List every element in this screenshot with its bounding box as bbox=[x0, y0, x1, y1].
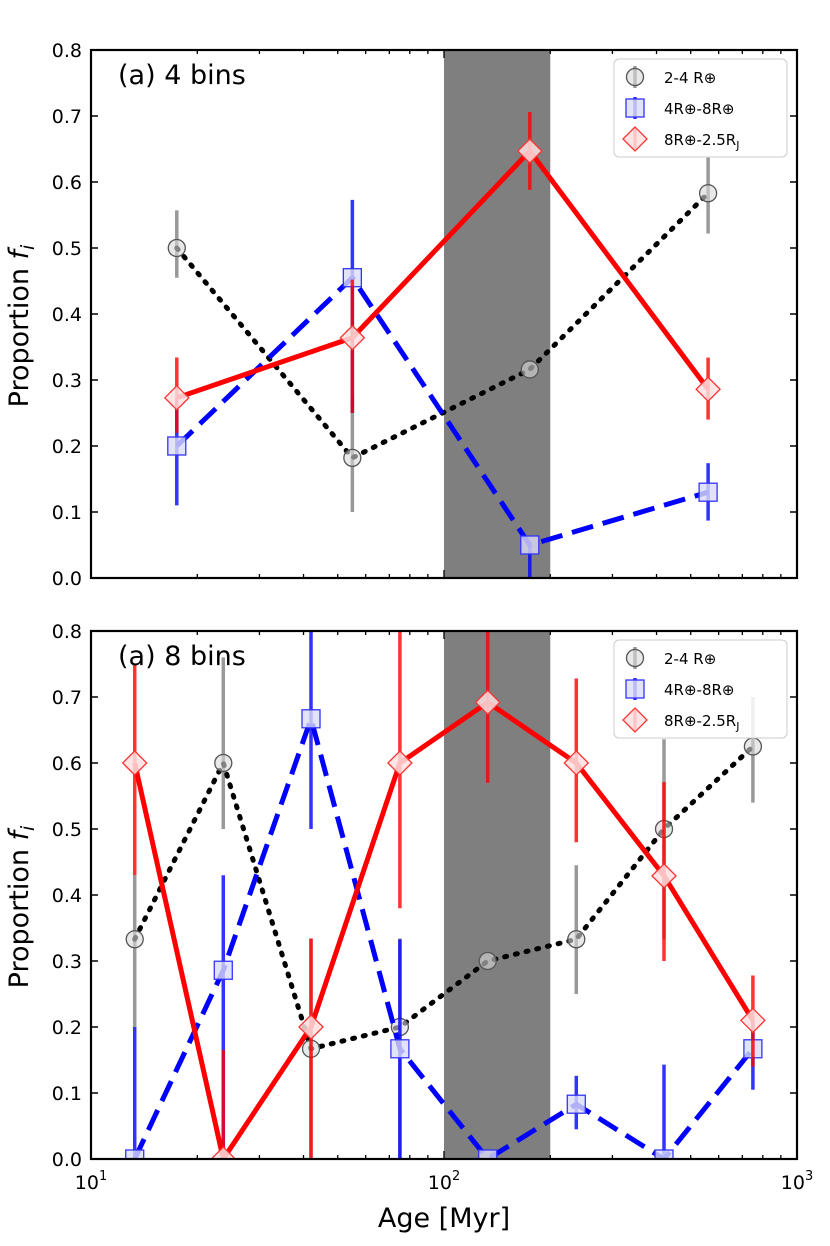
legend-label: 2-4 R⊕ bbox=[664, 650, 716, 668]
data-point bbox=[743, 737, 763, 756]
legend: 2-4 R⊕ 4R⊕-8R⊕ 8R⊕-2.5RJ bbox=[613, 639, 788, 739]
data-point bbox=[520, 535, 540, 555]
legend-marker bbox=[622, 707, 648, 733]
series-line bbox=[175, 148, 711, 401]
x-tick-label: 102 bbox=[428, 1169, 460, 1194]
data-point bbox=[390, 1039, 410, 1059]
y-tick-label: 0.0 bbox=[52, 568, 82, 590]
legend-frame bbox=[613, 58, 788, 158]
y-axis-label-text: Proportion fi bbox=[4, 244, 39, 407]
data-point bbox=[478, 951, 497, 971]
legend-marker bbox=[625, 648, 645, 668]
y-tick-label: 0.6 bbox=[52, 172, 82, 194]
legend-label: 4R⊕-8R⊕ bbox=[664, 681, 734, 699]
series-1 bbox=[167, 199, 718, 578]
axis-ticks: 0.0 0.1 0.2 0.3 0.4 0.5 0.6 0.7 0.8 bbox=[52, 40, 797, 590]
data-point bbox=[474, 689, 501, 716]
data-point bbox=[566, 1094, 586, 1114]
data-point bbox=[563, 750, 590, 776]
data-point bbox=[567, 930, 586, 949]
series-2 bbox=[121, 631, 766, 1159]
y-tick-label: 0.8 bbox=[52, 621, 82, 643]
y-tick-label: 0.8 bbox=[52, 40, 82, 62]
legend-label: 8R⊕-2.5RJ bbox=[664, 712, 739, 733]
data-point bbox=[167, 238, 186, 258]
legend-label: 4R⊕-8R⊕ bbox=[664, 100, 734, 118]
y-tick-label: 0.4 bbox=[52, 885, 82, 907]
data-point bbox=[125, 930, 144, 949]
data-point bbox=[739, 1007, 766, 1034]
y-tick-label: 0.3 bbox=[52, 951, 82, 973]
legend-marker bbox=[625, 67, 645, 87]
data-point bbox=[698, 482, 718, 502]
y-tick-label: 0.2 bbox=[52, 436, 82, 458]
x-axis-label: Age [Myr] bbox=[378, 1203, 510, 1234]
legend-marker bbox=[622, 126, 648, 152]
panel-4-bins: 0.0 0.1 0.2 0.3 0.4 0.5 0.6 0.7 0.8 (a) 4 bins 2… bbox=[4, 40, 799, 590]
plot-frame bbox=[89, 629, 799, 1161]
y-tick-label: 0.6 bbox=[52, 753, 82, 775]
data-point bbox=[301, 709, 321, 729]
y-axis-label-text: Proportion fi bbox=[4, 825, 39, 988]
series-line bbox=[132, 744, 756, 1052]
y-axis-label: Proportion fi bbox=[4, 825, 39, 988]
panel-title: (a) 4 bins bbox=[118, 60, 246, 91]
legend-label: 8R⊕-2.5RJ bbox=[664, 131, 739, 152]
series-line bbox=[174, 190, 711, 461]
data-point bbox=[213, 960, 233, 980]
series-line bbox=[132, 716, 755, 1159]
axis-ticks: 0.0 0.1 0.2 0.3 0.4 0.5 0.6 0.7 0.8 bbox=[52, 621, 797, 1171]
panel-8-bins: 0.0 0.1 0.2 0.3 0.4 0.5 0.6 0.7 0.8 (a) 8 bins 2… bbox=[4, 621, 799, 1171]
series-2 bbox=[163, 112, 722, 433]
series-0 bbox=[167, 157, 718, 512]
legend-marker bbox=[625, 98, 645, 118]
data-point bbox=[210, 1146, 237, 1159]
legend: 2-4 R⊕ 4R⊕-8R⊕ 8R⊕-2.5RJ bbox=[613, 58, 788, 158]
y-tick-label: 0.1 bbox=[52, 502, 82, 524]
data-point bbox=[163, 384, 190, 411]
legend-label: 2-4 R⊕ bbox=[664, 69, 716, 87]
y-tick-label: 0.7 bbox=[52, 106, 82, 128]
y-tick-label: 0.5 bbox=[52, 819, 82, 841]
legend-frame bbox=[613, 639, 788, 739]
data-point bbox=[343, 448, 362, 468]
y-axis-label: Proportion fi bbox=[4, 244, 39, 407]
data-point bbox=[125, 1149, 145, 1159]
data-point bbox=[121, 750, 148, 776]
x-tick-label: 103 bbox=[781, 1169, 813, 1194]
shaded-age-band bbox=[444, 50, 551, 578]
series-group bbox=[121, 631, 766, 1159]
data-point bbox=[516, 138, 543, 164]
y-tick-label: 0.7 bbox=[52, 687, 82, 709]
plot-frame bbox=[89, 48, 799, 580]
y-tick-label: 0.3 bbox=[52, 370, 82, 392]
data-point bbox=[698, 184, 718, 203]
series-line bbox=[132, 699, 756, 1159]
y-tick-label: 0.0 bbox=[52, 1149, 82, 1171]
x-tick-label: 101 bbox=[75, 1169, 107, 1194]
series-line bbox=[175, 275, 709, 548]
data-point bbox=[478, 1149, 498, 1159]
data-point bbox=[339, 324, 366, 351]
data-point bbox=[695, 376, 722, 403]
y-tick-label: 0.2 bbox=[52, 1017, 82, 1039]
y-tick-label: 0.4 bbox=[52, 304, 82, 326]
y-tick-label: 0.5 bbox=[52, 238, 82, 260]
panel-title: (a) 8 bins bbox=[118, 641, 246, 672]
data-point bbox=[386, 750, 413, 776]
data-point bbox=[167, 436, 187, 456]
series-group bbox=[163, 112, 722, 578]
data-point bbox=[520, 360, 539, 379]
x-tick-labels: 101 102 103 bbox=[75, 1169, 813, 1194]
data-point bbox=[654, 1149, 674, 1159]
data-point bbox=[651, 862, 677, 889]
y-tick-label: 0.1 bbox=[52, 1083, 82, 1105]
legend-marker bbox=[625, 679, 645, 699]
data-point bbox=[214, 753, 233, 773]
data-point bbox=[298, 1014, 324, 1040]
